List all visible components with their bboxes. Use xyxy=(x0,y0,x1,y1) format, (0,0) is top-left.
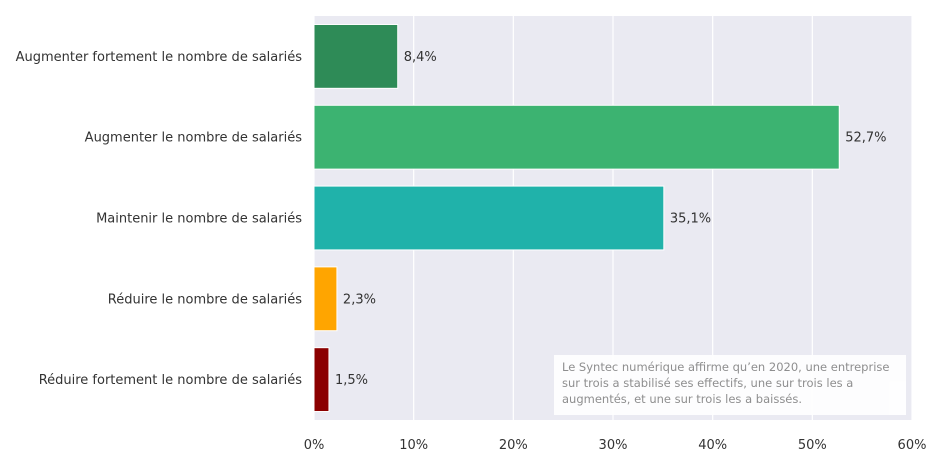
x-tick-labels: 0% 10% 20% 30% 40% 50% 60% xyxy=(304,438,927,453)
x-tick-label: 50% xyxy=(798,438,827,453)
x-tick-label: 10% xyxy=(399,438,428,453)
bar xyxy=(313,266,338,332)
value-labels: 8,4% 52,7% 35,1% 2,3% 1,5% xyxy=(335,50,887,388)
data-label: 8,4% xyxy=(404,50,437,65)
x-tick-label: 20% xyxy=(499,438,528,453)
x-tick-label: 0% xyxy=(304,438,325,453)
category-labels: Augmenter fortement le nombre de salarié… xyxy=(16,50,303,388)
x-tick-label: 30% xyxy=(599,438,628,453)
bar xyxy=(313,185,665,251)
x-tick-label: 40% xyxy=(698,438,727,453)
category-label: Augmenter fortement le nombre de salarié… xyxy=(16,50,303,65)
bar xyxy=(313,347,330,413)
bar xyxy=(313,23,399,89)
category-label: Maintenir le nombre de salariés xyxy=(96,212,302,227)
x-tick-label: 60% xyxy=(898,438,927,453)
data-label: 1,5% xyxy=(335,373,368,388)
data-label: 2,3% xyxy=(343,292,376,307)
category-label: Réduire le nombre de salariés xyxy=(108,292,302,307)
data-label: 35,1% xyxy=(670,212,711,227)
category-label: Réduire fortement le nombre de salariés xyxy=(39,373,303,388)
bar xyxy=(313,104,840,170)
annotation-box: Le Syntec numérique affirme qu’en 2020, … xyxy=(554,355,906,415)
data-label: 52,7% xyxy=(845,131,886,146)
bars xyxy=(313,23,840,413)
category-label: Augmenter le nombre de salariés xyxy=(85,131,303,146)
